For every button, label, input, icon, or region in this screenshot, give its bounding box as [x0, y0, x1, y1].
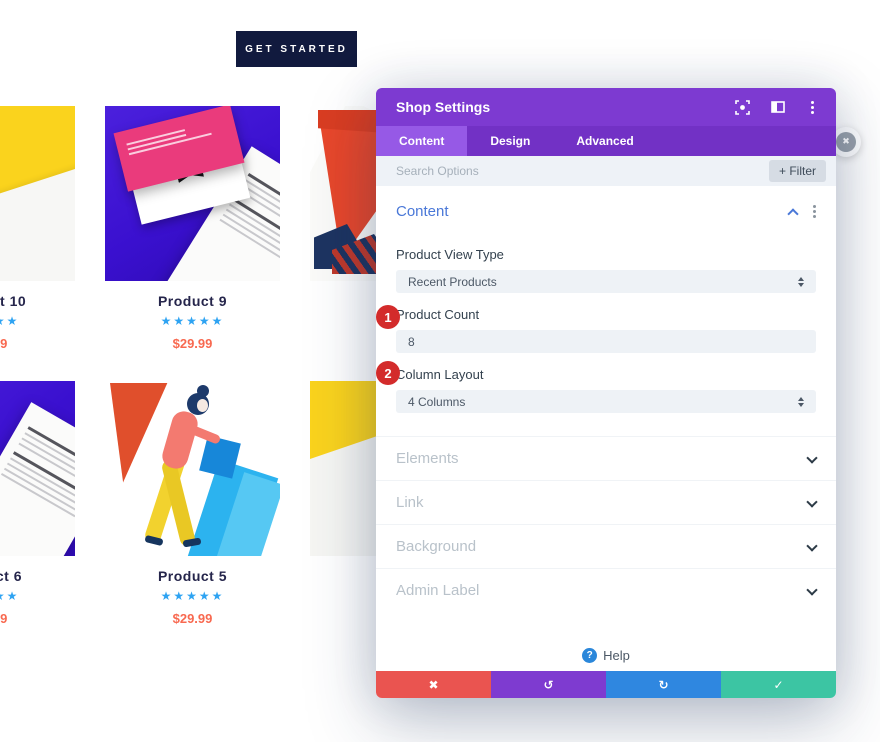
product-rating: ★★★★★: [0, 314, 20, 328]
undo-button[interactable]: ↺: [491, 671, 606, 698]
search-options-input[interactable]: [396, 164, 769, 178]
section-elements-label: Elements: [396, 450, 459, 467]
section-background[interactable]: Background: [376, 524, 836, 568]
product-price: $29.99: [172, 336, 213, 351]
focus-mode-icon[interactable]: [735, 99, 750, 115]
tab-advanced[interactable]: Advanced: [576, 134, 634, 148]
product-card: Product 5 ★★★★★ $29.99: [105, 381, 280, 626]
product-rating: ★★★★★: [160, 314, 225, 328]
help-label: Help: [603, 647, 630, 663]
discard-button[interactable]: ✖: [376, 671, 491, 698]
section-elements[interactable]: Elements: [376, 436, 836, 480]
product-price: $29.99: [0, 336, 8, 351]
chevron-down-icon: [806, 539, 818, 552]
content-section-title: Content: [396, 203, 449, 220]
save-button[interactable]: ✓: [721, 671, 836, 698]
get-started-button[interactable]: GET STARTED: [236, 31, 357, 67]
chevron-down-icon: [806, 495, 818, 508]
section-admin-label-label: Admin Label: [396, 582, 480, 599]
product-card: Product 6 ★★★★★ $29.99: [0, 381, 75, 626]
select-updown-icon: [798, 276, 804, 287]
product-count-input[interactable]: [408, 334, 804, 349]
help-link[interactable]: ? Help: [376, 612, 836, 671]
product-view-type-select[interactable]: Recent Products: [396, 270, 816, 293]
filter-button[interactable]: + Filter: [768, 160, 826, 182]
modal-tabs: Content Design Advanced: [376, 126, 836, 156]
redo-button[interactable]: ↻: [606, 671, 721, 698]
close-settings-button[interactable]: ✖: [831, 127, 861, 157]
column-layout-label: Column Layout: [396, 367, 484, 382]
product-rating: ★★★★★: [0, 589, 20, 603]
product-view-type-value: Recent Products: [408, 274, 497, 289]
chevron-down-icon: [806, 583, 818, 596]
section-options-icon[interactable]: [813, 205, 816, 218]
panel-layout-icon[interactable]: [770, 100, 785, 115]
product-image[interactable]: ted: [0, 106, 75, 281]
annotation-badge-2: 2: [376, 361, 400, 385]
product-title[interactable]: Product 10: [0, 293, 27, 309]
select-updown-icon: [798, 396, 804, 407]
chevron-down-icon: [806, 451, 818, 464]
chevron-up-icon[interactable]: [787, 207, 799, 220]
product-view-type-label: Product View Type: [396, 247, 504, 262]
product-title[interactable]: Product 9: [157, 293, 228, 309]
product-count-label: Product Count: [396, 307, 480, 322]
modal-footer: ✖ ↺ ↻ ✓: [376, 671, 836, 698]
section-admin-label[interactable]: Admin Label: [376, 568, 836, 612]
product-image[interactable]: [105, 106, 280, 281]
more-options-icon[interactable]: [805, 100, 820, 115]
content-section-header[interactable]: Content: [376, 186, 836, 233]
tab-design[interactable]: Design: [490, 134, 531, 148]
modal-header[interactable]: Shop Settings: [376, 88, 836, 126]
content-fields: Product View Type Recent Products Produc…: [376, 247, 836, 436]
search-options-bar: + Filter: [376, 156, 836, 186]
annotation-badge-1: 1: [376, 305, 400, 329]
product-price: $29.99: [0, 611, 8, 626]
product-card: Product 9 ★★★★★ $29.99: [105, 106, 280, 351]
product-image[interactable]: [0, 381, 75, 556]
section-link-label: Link: [396, 494, 424, 511]
decor-shape: [197, 399, 208, 412]
close-icon: ✖: [836, 132, 856, 152]
product-price: $29.99: [172, 611, 213, 626]
section-background-label: Background: [396, 538, 477, 555]
product-rating: ★★★★★: [160, 589, 225, 603]
shop-settings-modal: Shop Settings Content Design Advanced + …: [376, 88, 836, 698]
modal-body: Content Product View Type Recent Product…: [376, 186, 836, 671]
product-image[interactable]: [105, 381, 280, 556]
section-link[interactable]: Link: [376, 480, 836, 524]
tab-content[interactable]: Content: [376, 126, 468, 156]
help-icon: ?: [582, 647, 598, 663]
product-title[interactable]: Product 5: [157, 568, 228, 584]
product-title[interactable]: Product 6: [0, 568, 23, 584]
modal-title: Shop Settings: [396, 99, 491, 115]
decor-shape: [197, 385, 209, 397]
column-layout-value: 4 Columns: [408, 394, 466, 409]
column-layout-select[interactable]: 4 Columns: [396, 390, 816, 413]
product-card: ted Product 10 ★★★★★ $29.99: [0, 106, 75, 351]
product-count-field: [396, 330, 816, 353]
